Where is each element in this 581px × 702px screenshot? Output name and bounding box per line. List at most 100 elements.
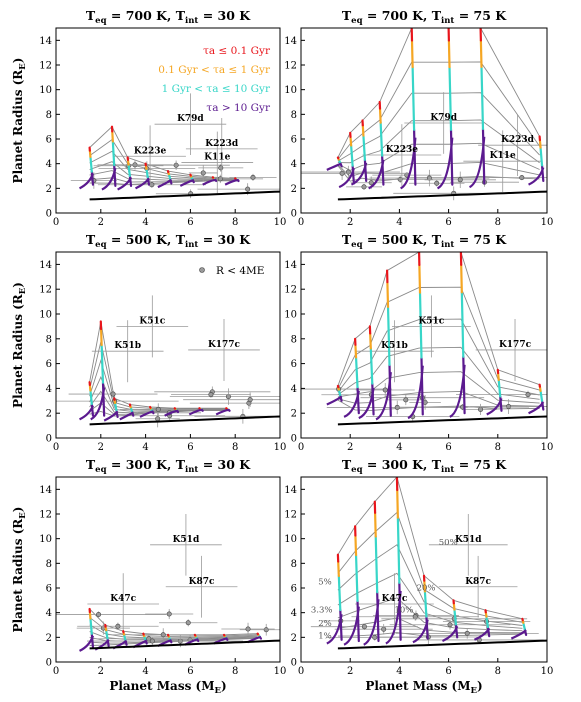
iso-fraction-line [338,319,540,395]
observed-planet-marker [448,623,452,627]
observed-planet-marker [150,639,154,643]
planet-label: K79d [177,114,204,124]
planet-label: K177c [208,340,241,350]
planet-label: K11e [490,151,516,161]
evolution-track-segment [541,391,542,401]
observed-planet-marker [111,392,115,396]
x-tick-label: 0 [298,666,304,677]
x-tick-label: 10 [541,666,554,677]
x-tick-label: 0 [53,666,59,677]
observed-planet-marker [383,388,387,392]
observed-planet-marker [340,171,344,175]
evolution-track-swoosh [376,372,391,419]
observed-planet-marker [174,163,178,167]
evolution-track-segment [371,348,372,383]
y-tick-label: 0 [46,209,52,220]
y-tick-label: 8 [291,110,297,121]
iso-fraction-line [90,617,258,636]
evolution-track-segment [454,610,455,625]
x-tick-label: 2 [347,666,353,677]
legend-entry: 1 Gyr < τa ≤ 10 Gyr [162,83,271,95]
x-axis-label: Planet Mass (ME) [109,679,226,696]
legend-entry: τa > 10 Gyr [206,102,271,114]
observed-planet-marker [167,612,171,616]
evolution-track-segment [351,145,352,165]
core-radius-curve [338,641,547,649]
y-tick-label: 0 [291,434,297,445]
planet-label: K87c [465,577,491,587]
x-tick-label: 4 [396,666,402,677]
x-tick-label: 0 [53,442,59,453]
y-tick-label: 2 [46,633,52,644]
evolution-track-segment [413,67,414,130]
y-tick-label: 0 [46,658,52,669]
evolution-track-segment [350,137,351,146]
percent-label: 1% [318,632,332,642]
evolution-track-segment [115,403,116,410]
x-tick-label: 8 [495,217,501,228]
evolution-track-segment [425,591,426,616]
envelope-line [90,609,258,635]
observed-planet-marker [478,407,482,411]
x-tick-label: 2 [98,217,104,228]
y-tick-label: 12 [39,285,52,296]
x-tick-label: 6 [187,217,193,228]
y-tick-label: 2 [291,633,297,644]
evolution-track-segment [387,282,388,307]
y-tick-label: 6 [46,135,52,146]
panel-title: Teq = 500 K, Tint = 30 K [86,232,251,250]
y-tick-label: 10 [39,85,52,96]
iso-fraction-line [338,372,540,403]
observed-planet-marker [156,407,160,411]
core-radius-curve [338,416,547,424]
evolution-track-segment [381,123,382,156]
observed-planet-marker [381,627,385,631]
y-tick-label: 14 [284,260,297,271]
observed-planet-marker [219,166,223,170]
observed-planet-marker [362,624,366,628]
evolution-track-segment [461,265,462,292]
y-tick-label: 4 [291,608,297,619]
x-tick-label: 6 [187,666,193,677]
x-tick-label: 8 [495,442,501,453]
x-tick-label: 4 [142,666,148,677]
x-tick-label: 2 [98,442,104,453]
y-axis-label: Planet Radius (RE) [11,58,28,184]
evolution-track-segment [499,380,500,396]
y-tick-label: 14 [284,485,297,496]
evolution-track-segment [376,537,377,593]
y-tick-label: 4 [46,384,52,395]
y-tick-label: 12 [284,285,297,296]
evolution-track-segment [356,555,357,601]
x-tick-label: 8 [495,666,501,677]
y-tick-label: 2 [291,409,297,420]
evolution-track-segment [388,307,389,365]
evolution-track-segment [486,617,487,627]
y-tick-label: 8 [46,110,52,121]
legend-entry: 0.1 Gyr < τa ≤ 1 Gyr [158,64,271,76]
observed-planet-marker [209,392,213,396]
evolution-track-swoosh [474,628,489,639]
y-tick-label: 6 [46,359,52,370]
x-tick-label: 4 [142,442,148,453]
evolution-track-segment [449,41,450,68]
y-tick-label: 10 [284,310,297,321]
planet-label: K51d [455,535,482,545]
y-tick-label: 4 [46,159,52,170]
y-tick-label: 2 [46,409,52,420]
y-tick-label: 2 [291,184,297,195]
iso-fraction-line [338,391,540,406]
planet-label: K51c [418,316,444,326]
y-tick-label: 14 [39,260,52,271]
evolution-track-segment [355,345,356,358]
observed-planet-marker [155,417,159,421]
